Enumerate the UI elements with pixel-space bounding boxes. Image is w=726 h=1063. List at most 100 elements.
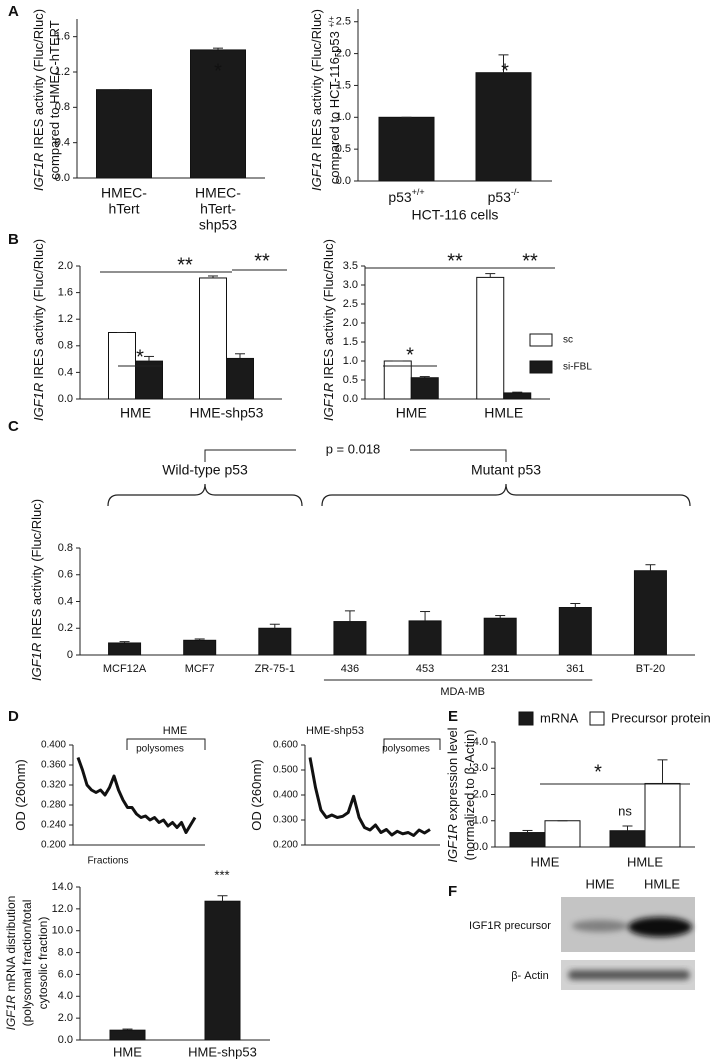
text-run: p53	[388, 189, 412, 205]
x-tick-label: hTert-	[200, 201, 236, 217]
y-axis-label: OD (260nm)	[13, 759, 28, 831]
legend-label: Precursor protein	[611, 710, 711, 725]
bar	[408, 620, 442, 656]
x-tick-label: 361	[566, 663, 584, 675]
text-run: expression level	[445, 727, 460, 824]
text-run: mRNA distribution	[4, 896, 18, 995]
x-axis-label: Fractions	[87, 856, 128, 867]
bar	[108, 642, 142, 656]
x-tick-label: hTert	[108, 201, 139, 217]
chart-title: HME-shp53	[306, 725, 364, 737]
y-tick-label: 0.8	[55, 101, 70, 113]
italic-run: IGF1R	[31, 153, 46, 191]
significance-label: **	[177, 254, 193, 276]
panel-letter: B	[8, 231, 19, 248]
legend-swatch	[589, 711, 605, 726]
lane-label: HMLE	[644, 876, 680, 891]
x-tick-label: HME-shp53	[190, 405, 264, 421]
x-tick-label: HME-shp53	[188, 1044, 257, 1059]
y-tick-label: 1.6	[55, 31, 70, 43]
error-bar	[217, 895, 228, 902]
text-run: IRES activity (Fluc/Rluc)	[321, 239, 336, 383]
bar	[410, 377, 439, 400]
text-run: IRES activity (Fluc/Rluc)	[29, 499, 44, 643]
error-bar	[495, 615, 506, 619]
y-tick-label: 1.5	[343, 336, 358, 348]
y-axis-label: IGF1R IRES activity (Fluc/Rluc)	[31, 239, 46, 421]
y-tick-label: 3.0	[343, 279, 358, 291]
error-bar	[657, 759, 668, 784]
x-tick-label: HMLE	[484, 405, 523, 421]
lane-label: HME	[586, 876, 615, 891]
y-axis-label: compared to HMEC-hTERT	[47, 20, 62, 179]
y-tick-label: 0.5	[336, 143, 351, 155]
x-tick-label: 436	[341, 663, 359, 675]
y-tick-label: 1.0	[343, 355, 358, 367]
panel-letter: A	[8, 3, 19, 20]
y-tick-label: 1.6	[58, 287, 73, 299]
subgroup-label: MDA-MB	[440, 686, 485, 698]
y-tick-label: 1.5	[336, 79, 351, 91]
legend-swatch	[518, 711, 534, 726]
bar	[333, 621, 367, 656]
bar	[476, 276, 505, 400]
y-tick-label: 0.0	[343, 393, 358, 405]
y-tick-label: 0.400	[41, 740, 66, 751]
significance-label: *	[136, 346, 144, 368]
y-tick-label: 0.2	[58, 622, 73, 634]
y-tick-label: 0.4	[58, 595, 73, 607]
y-tick-label: 2.0	[473, 788, 488, 800]
significance-label: **	[522, 250, 538, 272]
superscript: +/+	[412, 187, 425, 197]
significance-label: ns	[618, 803, 632, 818]
y-tick-label: 0.200	[41, 840, 66, 851]
chart-title: HME	[163, 725, 187, 737]
x-tick-label: p53+/+	[388, 187, 424, 204]
bar	[135, 360, 163, 400]
bar	[226, 357, 254, 400]
p-label-bg	[296, 442, 410, 458]
y-tick-label: 2.0	[343, 317, 358, 329]
y-tick-label: 2.0	[336, 47, 351, 59]
error-bar	[622, 825, 633, 831]
y-tick-label: 0.0	[55, 172, 70, 184]
bar	[258, 627, 292, 656]
x-tick-label: ZR-75-1	[255, 663, 295, 675]
y-tick-label: 0.320	[41, 780, 66, 791]
x-tick-label: MCF12A	[103, 663, 147, 675]
y-tick-label: 0.300	[273, 815, 298, 826]
italic-run: IGF1R	[309, 153, 324, 191]
y-tick-label: 12.0	[52, 903, 73, 915]
y-tick-label: 2.0	[58, 1012, 73, 1024]
bar	[483, 617, 517, 656]
panel-letter: D	[8, 708, 19, 725]
error-bar	[522, 829, 533, 833]
y-tick-label: 0.8	[58, 340, 73, 352]
bar	[378, 116, 435, 182]
y-axis-label: OD (260nm)	[249, 759, 264, 831]
y-tick-label: 0.360	[41, 760, 66, 771]
panel-letter: C	[8, 418, 19, 435]
x-tick-label: BT-20	[636, 663, 665, 675]
error-bar	[213, 47, 223, 50]
y-tick-label: 0.5	[343, 374, 358, 386]
error-bar	[485, 273, 496, 278]
y-axis-label: cytosolic fraction)	[36, 917, 50, 1010]
y-tick-label: 8.0	[58, 946, 73, 958]
panel-letter: F	[448, 883, 457, 900]
bar	[544, 820, 581, 848]
p-value: p = 0.018	[326, 441, 381, 456]
blot-band	[628, 917, 692, 937]
x-tick-label: HMLE	[627, 854, 663, 869]
y-tick-label: 3.0	[473, 762, 488, 774]
y-tick-label: 0.500	[273, 765, 298, 776]
significance-label: **	[447, 250, 463, 272]
y-tick-label: 2.5	[336, 16, 351, 28]
error-bar	[570, 603, 581, 608]
error-bar	[119, 641, 130, 643]
y-tick-label: 0.0	[336, 175, 351, 187]
row-label: IGF1R precursor	[469, 920, 551, 932]
text-run: cytosolic fraction)	[36, 917, 50, 1010]
error-bar	[420, 611, 431, 621]
y-tick-label: 0.4	[55, 137, 70, 149]
